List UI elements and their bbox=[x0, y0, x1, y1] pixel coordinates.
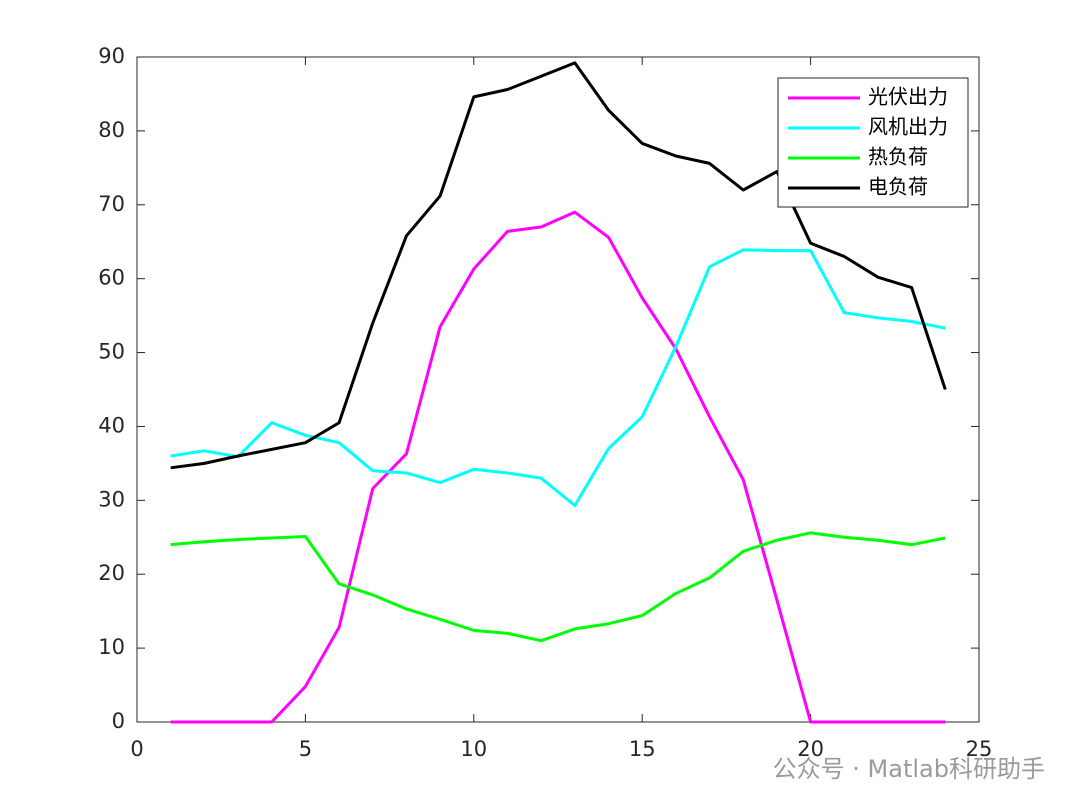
y-tick-label: 0 bbox=[112, 709, 125, 733]
y-tick-label: 20 bbox=[98, 561, 125, 585]
y-tick-label: 90 bbox=[98, 44, 125, 68]
series-line bbox=[170, 248, 946, 508]
x-tick-label: 0 bbox=[130, 737, 143, 761]
y-tick-label: 60 bbox=[98, 266, 125, 290]
legend-label: 热负荷 bbox=[868, 145, 928, 169]
series-line bbox=[170, 61, 947, 470]
x-tick-label: 5 bbox=[299, 737, 312, 761]
series-line bbox=[170, 210, 946, 724]
y-tick-label: 10 bbox=[98, 635, 125, 659]
y-tick-label: 30 bbox=[98, 487, 125, 511]
x-tick-label: 15 bbox=[629, 737, 656, 761]
y-tick-label: 70 bbox=[98, 192, 125, 216]
y-tick-label: 80 bbox=[98, 118, 125, 142]
y-tick-label: 50 bbox=[98, 340, 125, 364]
legend-label: 风机出力 bbox=[868, 115, 948, 139]
series-line bbox=[170, 531, 946, 643]
x-tick-label: 25 bbox=[966, 737, 993, 761]
watermark: 公众号 · Matlab科研助手 bbox=[773, 755, 1045, 783]
x-tick-label: 10 bbox=[460, 737, 487, 761]
y-tick-label: 40 bbox=[98, 413, 125, 437]
legend-label: 电负荷 bbox=[868, 175, 928, 199]
legend-label: 光伏出力 bbox=[868, 85, 948, 109]
x-tick-label: 20 bbox=[797, 737, 824, 761]
